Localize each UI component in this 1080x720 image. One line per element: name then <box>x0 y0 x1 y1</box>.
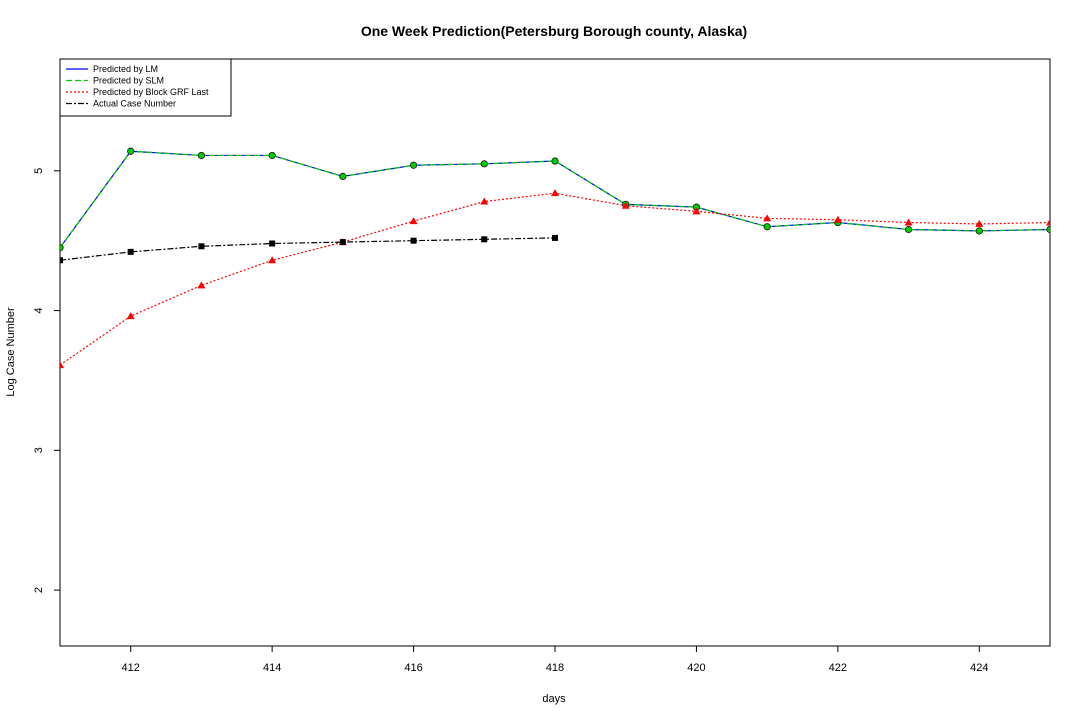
data-point <box>904 218 913 226</box>
x-tick-label: 420 <box>687 662 705 674</box>
x-axis: 412 414 416 418 420 422 424 <box>122 646 988 674</box>
data-point <box>552 234 558 241</box>
data-point <box>60 361 64 369</box>
x-tick-label: 416 <box>404 662 422 674</box>
data-point <box>268 151 276 160</box>
data-point <box>480 197 489 205</box>
y-tick-label: 5 <box>33 168 45 174</box>
series-0 <box>60 150 1050 249</box>
data-point <box>197 151 206 160</box>
data-point <box>409 161 418 169</box>
data-point <box>339 239 346 246</box>
data-point <box>975 227 983 235</box>
series-layer <box>60 147 1050 369</box>
x-tick-label: 424 <box>970 662 988 674</box>
legend-label: Predicted by Block GRF Last <box>93 87 209 97</box>
data-point <box>409 217 418 225</box>
data-point <box>268 256 277 264</box>
y-tick-label: 3 <box>33 447 45 453</box>
legend-label: Predicted by LM <box>93 64 158 74</box>
data-point <box>480 160 488 168</box>
data-point <box>197 281 206 289</box>
data-point <box>833 215 842 223</box>
data-point <box>551 189 559 197</box>
legend: Predicted by LM Predicted by SLMPredicted… <box>59 58 232 117</box>
data-point <box>692 207 701 215</box>
x-tick-label: 418 <box>546 662 564 674</box>
data-point <box>763 223 771 231</box>
data-point <box>904 225 913 234</box>
x-tick-label: 414 <box>263 662 281 674</box>
plot-frame <box>59 58 1051 647</box>
data-point <box>551 157 559 165</box>
x-axis-label: days <box>542 693 566 705</box>
y-axis-label: Log Case Number <box>5 307 17 397</box>
data-point <box>60 257 63 264</box>
data-point <box>1046 218 1050 226</box>
y-tick-label: 2 <box>33 587 45 593</box>
data-point <box>127 147 135 155</box>
legend-label: Predicted by SLM <box>93 76 164 86</box>
chart-title: One Week Prediction(Petersburg Borough c… <box>361 23 747 39</box>
x-tick-label: 412 <box>122 662 140 674</box>
series-markers-2 <box>60 189 1050 369</box>
y-tick-label: 4 <box>33 308 45 314</box>
data-point <box>481 236 488 243</box>
legend-label: Actual Case Number <box>93 99 176 109</box>
series-line <box>60 150 1050 249</box>
series-1 <box>60 150 1050 249</box>
series-markers-1 <box>60 147 1050 252</box>
data-point <box>269 240 276 247</box>
data-point <box>339 172 347 180</box>
data-point <box>126 312 135 320</box>
series-3 <box>60 237 556 261</box>
data-point <box>410 237 417 244</box>
data-point <box>621 201 630 209</box>
data-point <box>127 248 134 255</box>
data-point <box>975 219 984 227</box>
x-tick-label: 422 <box>829 662 847 674</box>
legend-box <box>59 58 232 117</box>
data-point <box>60 244 64 252</box>
data-point <box>1046 225 1050 234</box>
series-line <box>60 150 1050 249</box>
y-axis: 2 3 4 5 <box>33 168 60 593</box>
series-markers-3 <box>60 234 558 264</box>
plot-area: 412 414 416 418 420 422 424 2 3 4 5 <box>33 58 1051 674</box>
series-2 <box>60 192 1050 366</box>
data-point <box>763 214 772 222</box>
data-point <box>198 243 205 250</box>
series-line <box>60 237 556 261</box>
series-line <box>60 192 1050 366</box>
